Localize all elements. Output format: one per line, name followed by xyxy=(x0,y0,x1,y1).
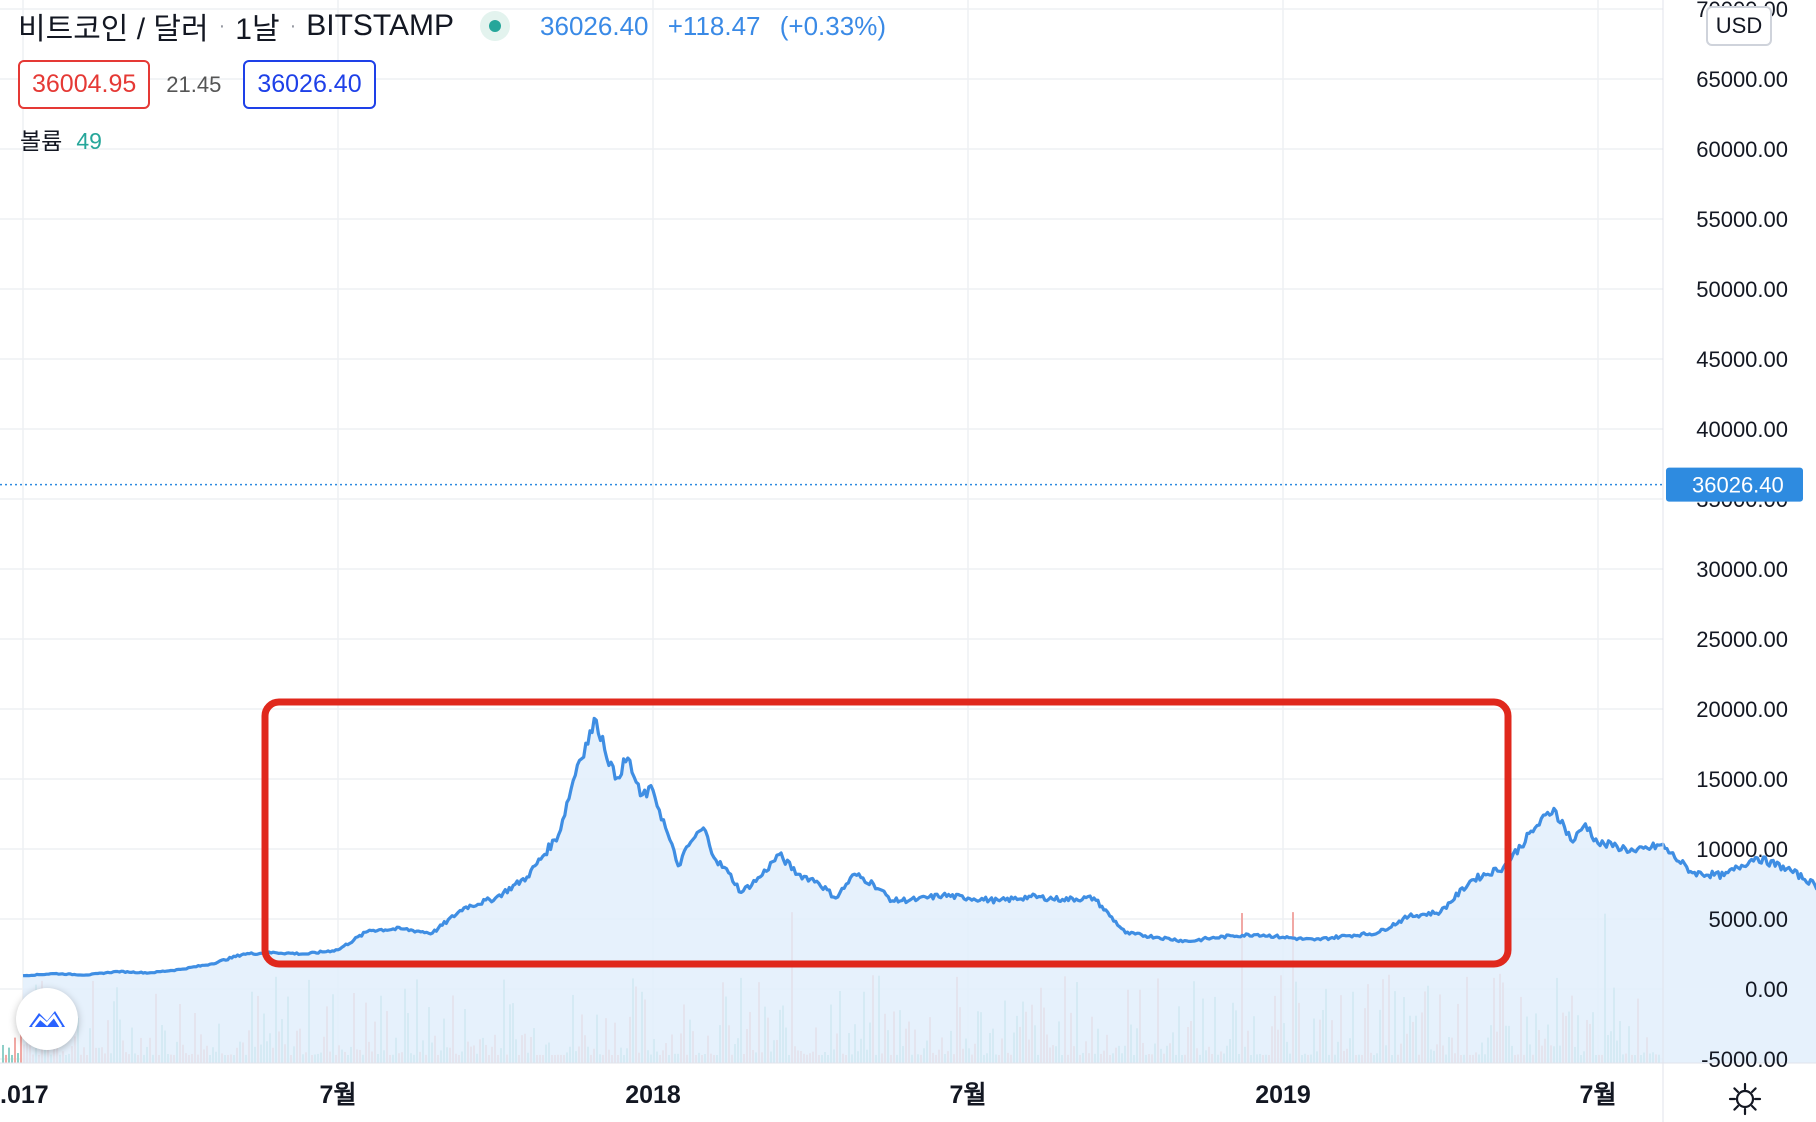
volume-bar xyxy=(14,1037,16,1063)
last-price: 36026.40 xyxy=(540,10,649,41)
highlight-box xyxy=(261,698,1512,968)
symbol-header: 비트코인 / 달러 · 1날 · BITSTAMP 36026.40 +118.… xyxy=(18,4,898,48)
market-status-icon[interactable] xyxy=(480,11,511,41)
exchange-label: BITSTAMP xyxy=(306,9,455,42)
currency-button[interactable]: USD xyxy=(1706,6,1772,46)
sell-button[interactable]: 36004.95 xyxy=(18,60,151,109)
volume-bar xyxy=(17,1053,19,1063)
volume-label: 볼륨 xyxy=(20,128,63,154)
quote-summary: 36026.40 +118.47 (+0.33%) xyxy=(540,11,898,42)
interval-label[interactable]: 1날 xyxy=(235,13,280,46)
x-tick-label: 2018 xyxy=(625,1081,681,1109)
buy-button[interactable]: 36026.40 xyxy=(243,60,376,109)
volume-bar xyxy=(2,1044,4,1063)
volume-bar xyxy=(8,1047,10,1063)
separator-dot: · xyxy=(218,14,226,37)
y-tick-label: 30000.00 xyxy=(1696,557,1788,582)
y-tick-label: 0.00 xyxy=(1745,977,1788,1002)
last-price-tag-label: 36026.40 xyxy=(1692,473,1784,498)
y-tick-label: 15000.00 xyxy=(1696,767,1788,792)
x-tick-label: 7월 xyxy=(950,1081,987,1109)
tradingview-logo-icon[interactable] xyxy=(16,988,78,1050)
y-tick-label: 5000.00 xyxy=(1708,907,1788,932)
volume-value: 49 xyxy=(76,128,102,154)
x-tick-label: 2019 xyxy=(1255,1081,1311,1109)
settings-gear-icon[interactable] xyxy=(1728,1082,1762,1116)
x-tick-label: 7월 xyxy=(1580,1081,1617,1109)
y-tick-label: 40000.00 xyxy=(1696,417,1788,442)
symbol-title[interactable]: 비트코인 / 달러 xyxy=(18,13,209,46)
y-tick-label: -5000.00 xyxy=(1701,1047,1788,1072)
price-change-percent: (+0.33%) xyxy=(779,10,886,41)
y-axis[interactable]: 70000.0065000.0060000.0055000.0050000.00… xyxy=(1696,0,1788,1072)
y-tick-label: 55000.00 xyxy=(1696,207,1788,232)
volume-legend[interactable]: 볼륨 49 xyxy=(20,122,102,156)
price-change: +118.47 xyxy=(667,10,761,41)
price-area-fill xyxy=(23,718,1816,1063)
price-line xyxy=(22,716,1816,978)
y-tick-label: 65000.00 xyxy=(1696,67,1788,92)
y-tick-label: 60000.00 xyxy=(1696,137,1788,162)
y-tick-label: 20000.00 xyxy=(1696,697,1788,722)
y-tick-label: 45000.00 xyxy=(1696,347,1788,372)
last-price-tag: 36026.40 xyxy=(1666,467,1803,502)
y-tick-label: 50000.00 xyxy=(1696,277,1788,302)
y-tick-label: 25000.00 xyxy=(1696,627,1788,652)
bid-ask-panel: 36004.95 21.45 36026.40 xyxy=(18,60,376,109)
volume-bar xyxy=(5,1054,7,1063)
y-tick-label: 10000.00 xyxy=(1696,837,1788,862)
separator-dot: · xyxy=(289,14,297,37)
x-axis[interactable]: .0177월20187월20197월20207월20217월 xyxy=(0,1081,1816,1109)
x-tick-label: 7월 xyxy=(320,1081,357,1109)
x-tick-label: .017 xyxy=(0,1081,49,1109)
volume-bar xyxy=(11,1054,13,1063)
spread-value: 21.45 xyxy=(166,71,222,97)
volume-bar xyxy=(20,1030,22,1063)
